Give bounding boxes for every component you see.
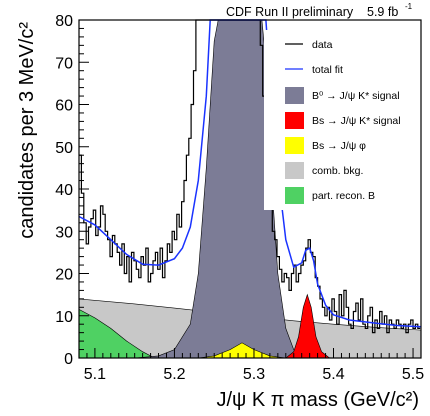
- header-lumi: 5.9 fb: [367, 5, 398, 19]
- legend-label-total-fit: total fit: [312, 64, 343, 76]
- legend-label-comb-bkg: comb. bkg.: [312, 165, 363, 177]
- ticks-layer: 5.1 5.2 5.3 5.4 5.5 0 10 20 30 40 50 60 70 80: [55, 13, 424, 383]
- y-tick-label: 10: [55, 309, 73, 326]
- legend-swatch-bs-kstar-signal: [285, 112, 304, 129]
- x-tick-label: 5.1: [84, 366, 106, 383]
- y-tick-label: 50: [55, 140, 73, 157]
- y-tick-label: 30: [55, 224, 73, 241]
- legend-swatch-comb-bkg: [285, 162, 304, 179]
- header-lumi-exponent: -1: [405, 2, 413, 11]
- x-tick-label: 5.3: [243, 366, 265, 383]
- header-experiment: CDF Run II preliminary: [226, 5, 354, 19]
- y-axis-title: candidates per 3 MeV/c²: [16, 22, 38, 239]
- legend-swatch-bs-phi: [285, 137, 304, 154]
- legend-label-bs-kstar-signal: Bs → J/ψ K* signal: [312, 115, 401, 127]
- y-tick-label: 70: [55, 55, 73, 72]
- x-axis-title: J/ψ K π mass (GeV/c²): [216, 389, 419, 411]
- y-tick-label: 40: [55, 182, 73, 199]
- y-tick-label: 60: [55, 98, 73, 115]
- x-tick-label: 5.5: [402, 366, 424, 383]
- legend-swatch-b0-signal: [285, 87, 304, 104]
- legend-swatch-part-recon: [285, 187, 304, 204]
- x-tick-label: 5.2: [163, 366, 185, 383]
- legend-label-data: data: [312, 39, 333, 51]
- y-tick-label: 0: [64, 351, 73, 368]
- legend-label-b0-signal: B⁰ → J/ψ K* signal: [312, 90, 400, 102]
- x-tick-label: 5.4: [322, 366, 344, 383]
- y-tick-label: 80: [55, 13, 73, 30]
- y-tick-label: 20: [55, 267, 73, 284]
- legend-label-bs-phi: Bs → J/ψ φ: [312, 140, 366, 152]
- legend: data total fit B⁰ → J/ψ K* signal Bs → J…: [264, 30, 414, 210]
- legend-label-part-recon: part. recon. B: [312, 190, 375, 202]
